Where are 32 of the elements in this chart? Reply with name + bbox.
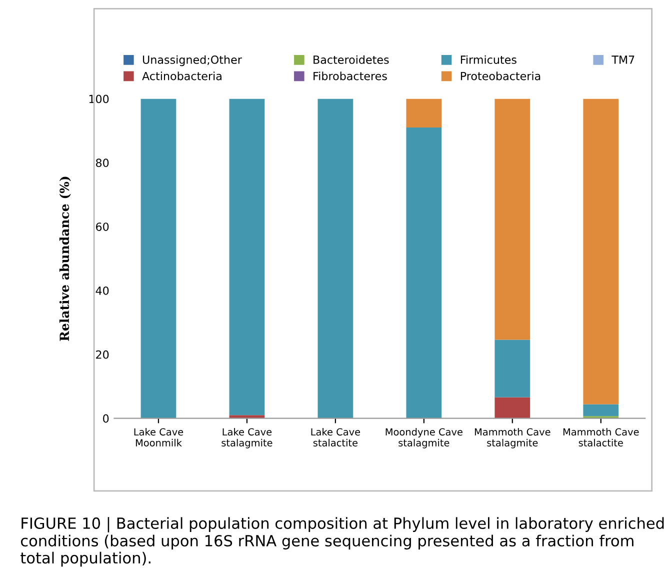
bar	[140, 98, 176, 418]
y-axis-title: Relative abundance (%)	[59, 176, 71, 341]
bar	[406, 98, 442, 128]
y-tick-label: 60	[96, 222, 109, 231]
y-tick-label: 100	[89, 94, 109, 104]
bar	[229, 98, 265, 416]
caption: FIGURE 10 | Bacterial population composition at Phylum level in laboratory enriched conditions (based upon 16S rRNA gene sequencing presented as a fraction from total population).	[20, 517, 664, 567]
legend-label: Actinobacteria	[142, 72, 222, 80]
bar	[494, 397, 530, 418]
legend-label: Proteobacteria	[460, 72, 540, 80]
bar	[583, 98, 619, 404]
x-tick-label: Mammoth Cave stalactite	[563, 428, 639, 446]
bar	[494, 340, 530, 398]
bar	[406, 128, 442, 418]
legend-label: Bacteroidetes	[314, 55, 389, 64]
legend-label: Fibrobacteres	[314, 72, 387, 80]
legend-label: Firmicutes	[460, 55, 516, 64]
x-tick-label: Moondyne Cave stalagmite	[386, 428, 462, 448]
y-tick-label: 0	[103, 414, 109, 423]
legend-label: Unassigned;Other	[142, 55, 242, 66]
y-tick-label: 20	[96, 350, 109, 359]
x-tick-label: Lake Cave stalagmite	[222, 428, 272, 448]
x-tick-label: Lake Cave Moonmilk	[134, 428, 184, 446]
y-tick-label: 40	[96, 286, 109, 295]
bar	[583, 404, 619, 416]
legend-label: TM7	[612, 56, 634, 64]
bar	[494, 98, 530, 340]
x-tick-label: Mammoth Cave stalagmite	[474, 428, 550, 448]
x-tick-label: Lake Cave stalactite	[311, 428, 360, 446]
bar	[229, 415, 265, 418]
bar	[318, 98, 354, 418]
y-tick-label: 80	[96, 158, 109, 168]
